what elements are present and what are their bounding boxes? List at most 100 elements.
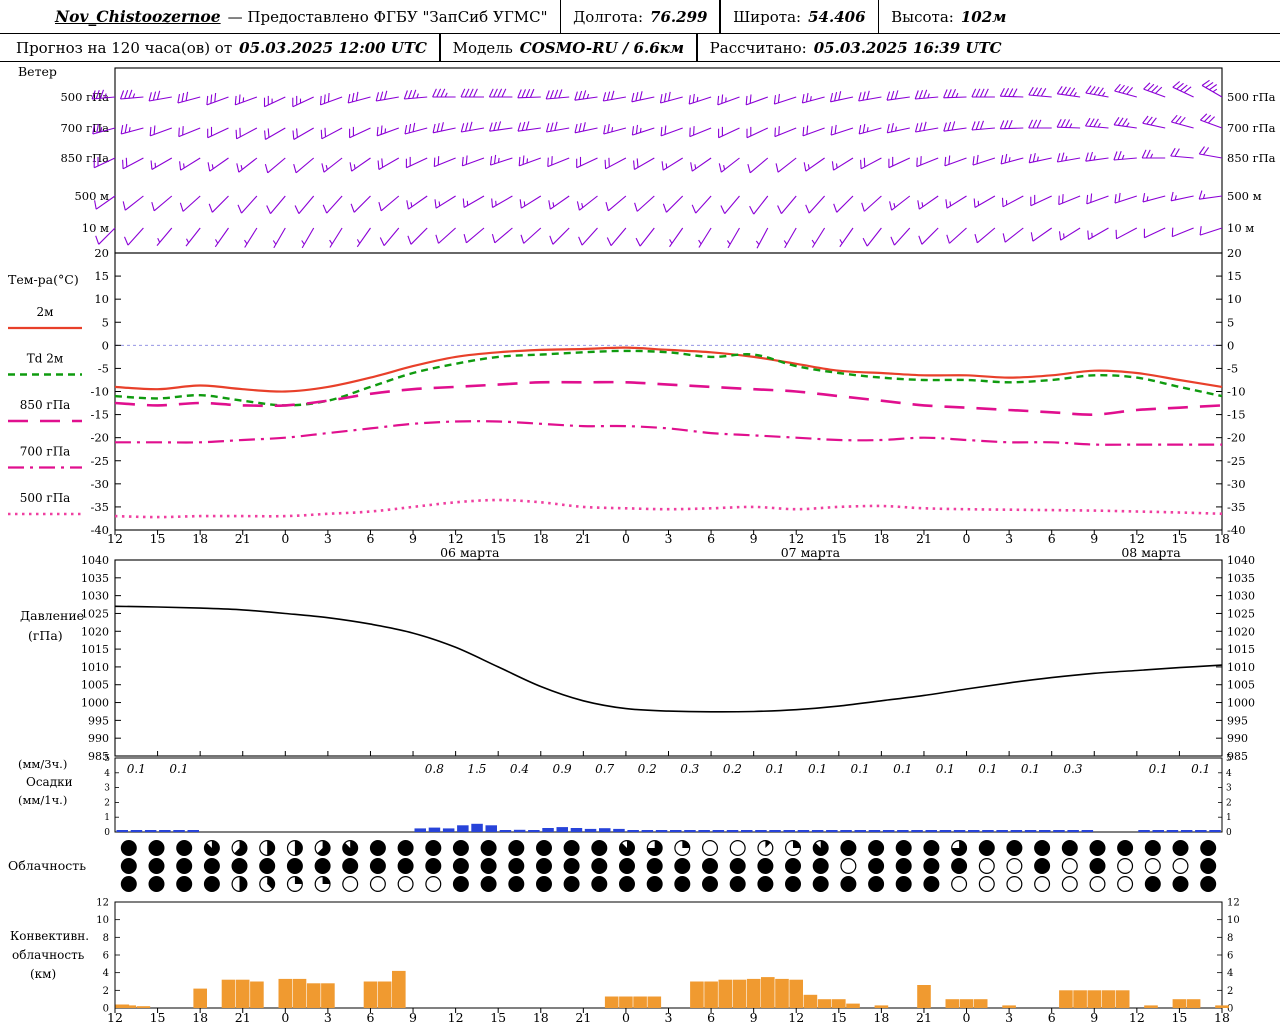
svg-text:15: 15 [150, 531, 166, 546]
svg-text:(км): (км) [30, 967, 56, 981]
svg-text:-35: -35 [1227, 500, 1246, 514]
svg-text:1035: 1035 [81, 572, 109, 585]
svg-text:6: 6 [1048, 531, 1056, 546]
svg-text:07 марта: 07 марта [781, 545, 841, 560]
svg-text:6: 6 [1227, 951, 1233, 962]
svg-text:500 гПа: 500 гПа [20, 491, 71, 505]
svg-text:15: 15 [1227, 269, 1242, 283]
svg-text:21: 21 [575, 531, 591, 546]
svg-text:500 м: 500 м [1227, 189, 1262, 203]
svg-text:9: 9 [1090, 1010, 1098, 1024]
svg-text:-10: -10 [90, 385, 109, 399]
svg-text:4: 4 [1227, 968, 1233, 979]
svg-text:850 гПа: 850 гПа [20, 398, 71, 412]
svg-text:-35: -35 [90, 500, 109, 514]
svg-text:985: 985 [1227, 750, 1248, 763]
svg-text:1010: 1010 [81, 661, 109, 674]
svg-text:0: 0 [622, 531, 630, 546]
svg-text:18: 18 [1214, 531, 1230, 546]
svg-text:5: 5 [1227, 315, 1234, 329]
svg-text:0: 0 [1227, 338, 1234, 352]
svg-text:12: 12 [1129, 1010, 1145, 1024]
svg-text:500 гПа: 500 гПа [1227, 90, 1276, 104]
svg-text:0.1: 0.1 [1191, 762, 1210, 776]
svg-text:10: 10 [1227, 915, 1240, 926]
svg-text:0: 0 [622, 1010, 630, 1024]
svg-text:0.3: 0.3 [1063, 762, 1082, 776]
svg-text:15: 15 [1171, 531, 1187, 546]
svg-text:0: 0 [963, 1010, 971, 1024]
svg-text:8: 8 [103, 933, 109, 944]
svg-text:0.2: 0.2 [638, 762, 657, 776]
svg-text:18: 18 [192, 531, 208, 546]
svg-text:4: 4 [103, 968, 109, 979]
svg-text:700 гПа: 700 гПа [1227, 121, 1276, 135]
svg-text:6: 6 [1048, 1010, 1056, 1024]
svg-text:5: 5 [1226, 754, 1232, 764]
temperature-panel: 20 20 15 15 10 10 5 5 0 0 -5 -5 -10 -10 -15 -15 -20 -20 -2… [8, 246, 1246, 537]
svg-text:3: 3 [104, 784, 110, 794]
svg-text:12: 12 [1129, 531, 1145, 546]
svg-text:990: 990 [1227, 732, 1248, 745]
svg-text:995: 995 [88, 714, 109, 727]
provided-by: — Предоставлено ФГБУ "ЗапСиб УГМС" [227, 7, 548, 26]
svg-text:10: 10 [1227, 292, 1242, 306]
svg-text:10: 10 [94, 292, 109, 306]
svg-text:21: 21 [235, 1010, 251, 1024]
svg-text:18: 18 [873, 1010, 889, 1024]
svg-text:500 гПа: 500 гПа [60, 90, 109, 104]
svg-text:-5: -5 [98, 361, 109, 375]
latitude-label: Широта: [733, 7, 802, 26]
svg-text:-15: -15 [1227, 408, 1246, 422]
cloudiness-panel: Облачность [8, 839, 1217, 892]
svg-text:-5: -5 [1227, 361, 1238, 375]
svg-text:0: 0 [963, 531, 971, 546]
svg-text:1020: 1020 [1227, 625, 1255, 638]
svg-text:9: 9 [750, 1010, 758, 1024]
svg-text:985: 985 [88, 750, 109, 763]
svg-text:5: 5 [104, 754, 110, 764]
longitude-label: Долгота: [573, 7, 644, 26]
svg-text:1005: 1005 [1227, 679, 1255, 692]
svg-text:9: 9 [409, 1010, 417, 1024]
svg-text:-40: -40 [90, 523, 109, 537]
svg-text:0.4: 0.4 [510, 762, 529, 776]
svg-text:06 марта: 06 марта [440, 545, 500, 560]
svg-text:15: 15 [831, 1010, 847, 1024]
svg-text:(гПа): (гПа) [28, 628, 63, 643]
svg-text:0.7: 0.7 [595, 762, 614, 776]
svg-text:995: 995 [1227, 714, 1248, 727]
altitude-value: 102м [960, 7, 1007, 26]
model-label: Модель [452, 38, 513, 57]
svg-text:0.2: 0.2 [723, 762, 742, 776]
svg-text:-20: -20 [90, 431, 109, 445]
svg-text:12: 12 [448, 1010, 464, 1024]
svg-text:9: 9 [750, 531, 758, 546]
svg-text:(мм/3ч.): (мм/3ч.) [18, 757, 67, 771]
svg-text:1: 1 [1226, 813, 1232, 823]
svg-text:1025: 1025 [81, 607, 109, 620]
svg-text:1030: 1030 [81, 590, 109, 603]
svg-text:Td 2м: Td 2м [27, 352, 63, 366]
svg-text:700 гПа: 700 гПа [20, 445, 71, 459]
svg-text:-30: -30 [1227, 477, 1246, 491]
svg-text:15: 15 [1171, 1010, 1187, 1024]
svg-text:6: 6 [366, 531, 374, 546]
svg-text:3: 3 [665, 531, 673, 546]
svg-text:21: 21 [575, 1010, 591, 1024]
svg-text:18: 18 [192, 1010, 208, 1024]
latitude-value: 54.406 [808, 7, 866, 26]
altitude-label: Высота: [891, 7, 954, 26]
svg-text:0.1: 0.1 [127, 762, 146, 776]
header-row-2: Прогноз на 120 часа(ов) от 05.03.2025 12… [0, 34, 1280, 62]
svg-text:21: 21 [916, 531, 932, 546]
svg-text:12: 12 [1227, 898, 1240, 909]
svg-text:2: 2 [104, 798, 110, 808]
header: Nov_Chistoozernoe — Предоставлено ФГБУ "… [0, 0, 1280, 62]
svg-text:18: 18 [1214, 1010, 1230, 1024]
svg-text:0.1: 0.1 [1149, 762, 1168, 776]
svg-text:12: 12 [107, 531, 123, 546]
